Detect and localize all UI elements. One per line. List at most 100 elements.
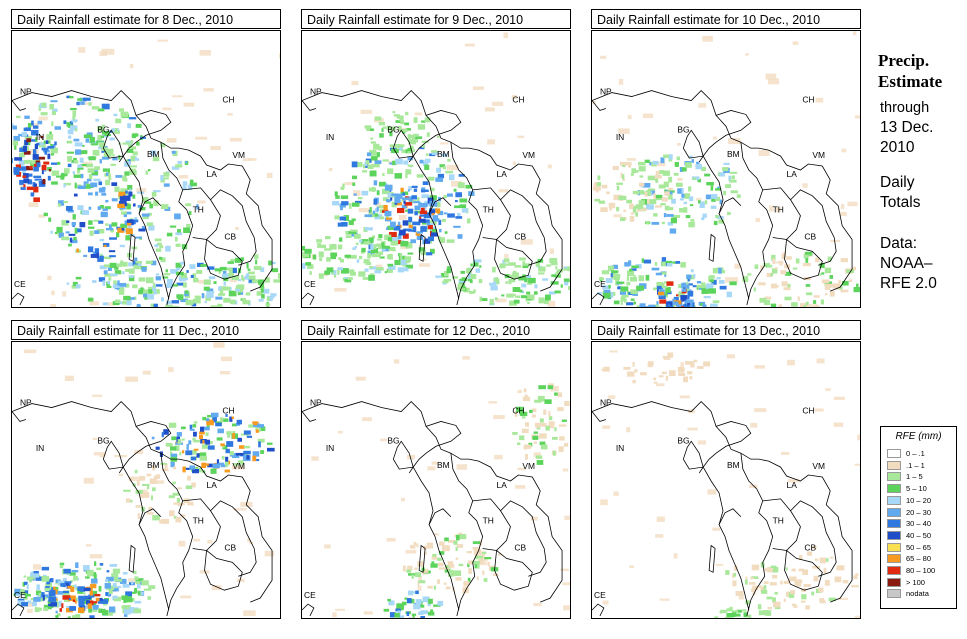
- rain-cell: [554, 290, 561, 294]
- rain-cell: [364, 214, 373, 218]
- rain-cell: [818, 587, 824, 593]
- rain-cell: [90, 569, 94, 575]
- rain-cell: [660, 292, 668, 298]
- rain-cell: [114, 454, 127, 458]
- rain-cell: [307, 264, 314, 269]
- rain-cell: [836, 565, 845, 571]
- rain-cell: [99, 563, 104, 566]
- rain-cell: [379, 256, 385, 259]
- rain-cell: [72, 615, 80, 618]
- rain-cell: [653, 213, 658, 217]
- country-border: [790, 189, 837, 266]
- rain-cell: [381, 247, 386, 251]
- country-border: [715, 426, 853, 603]
- rain-cell: [79, 157, 84, 163]
- rain-cell: [412, 133, 419, 136]
- rain-cell: [89, 301, 99, 306]
- rain-cell: [686, 274, 692, 279]
- rain-cell: [51, 170, 60, 176]
- rain-cell: [382, 172, 385, 177]
- rain-cell: [126, 299, 132, 306]
- rain-cell: [432, 218, 440, 222]
- rain-cell: [651, 267, 660, 271]
- rain-cell: [476, 563, 480, 569]
- rain-cell: [642, 182, 651, 188]
- rain-cell: [247, 271, 255, 275]
- rain-cell: [438, 235, 441, 241]
- rain-cell: [854, 115, 860, 119]
- rain-cell: [170, 461, 175, 468]
- rain-cell: [482, 570, 485, 576]
- rain-cell: [474, 563, 477, 569]
- rain-cell: [758, 610, 766, 616]
- rain-cell: [495, 298, 507, 303]
- rain-cell: [58, 232, 64, 238]
- rain-cell: [600, 55, 607, 59]
- legend-item: 50 – 65: [887, 542, 955, 553]
- rain-cell: [700, 201, 705, 206]
- rain-cell: [700, 282, 706, 285]
- rain-cell: [766, 596, 773, 600]
- country-label-ce: CE: [304, 279, 316, 289]
- rain-cell: [248, 275, 256, 280]
- rain-cell: [704, 173, 711, 177]
- rain-cell: [227, 261, 234, 264]
- rain-cell: [105, 148, 114, 153]
- rain-cell: [458, 280, 466, 283]
- rain-cell: [255, 426, 258, 431]
- rain-cell: [598, 200, 606, 204]
- rain-cell: [125, 268, 131, 272]
- rain-cell: [312, 254, 317, 260]
- rain-cell: [427, 585, 433, 589]
- rain-cell: [182, 466, 186, 473]
- rain-cell: [71, 585, 75, 589]
- rain-cell: [772, 566, 779, 573]
- rain-cell: [455, 557, 459, 560]
- rain-cell: [382, 197, 389, 201]
- country-label-th: TH: [193, 516, 204, 526]
- rain-cell: [178, 540, 186, 547]
- rain-cell: [671, 198, 676, 204]
- rain-cell: [214, 268, 223, 272]
- rain-cell: [492, 573, 499, 576]
- rain-cell: [242, 277, 245, 282]
- rain-cell: [199, 426, 205, 432]
- rain-cell: [824, 267, 832, 274]
- rain-cell: [554, 427, 557, 432]
- rain-cell: [564, 280, 569, 286]
- rain-cell: [376, 152, 380, 158]
- rain-cell: [562, 468, 569, 472]
- rain-cell: [466, 551, 473, 554]
- rain-cell: [347, 277, 353, 280]
- rain-cell: [431, 461, 439, 465]
- country-label-vm: VM: [232, 150, 245, 160]
- rain-cell: [750, 577, 754, 580]
- country-label-in: IN: [616, 132, 624, 142]
- rain-cell: [404, 122, 410, 126]
- legend-item: 80 – 100: [887, 565, 955, 576]
- rain-cell: [24, 136, 33, 139]
- rain-cell: [123, 295, 131, 301]
- rain-cell: [467, 279, 472, 282]
- rain-cell: [803, 304, 807, 307]
- rain-cell: [237, 291, 241, 296]
- rain-cell: [436, 579, 441, 584]
- rain-cell: [50, 162, 58, 165]
- rain-cell: [415, 590, 419, 595]
- rain-cell: [182, 282, 187, 288]
- country-label-in: IN: [326, 132, 334, 142]
- rain-cell: [728, 175, 732, 181]
- rain-cell: [458, 563, 464, 567]
- rain-cell: [328, 167, 333, 172]
- rain-cell: [438, 219, 442, 225]
- rain-cell: [202, 416, 207, 421]
- rain-cell: [311, 456, 319, 461]
- rain-cell: [33, 175, 42, 179]
- rain-cell: [266, 296, 270, 302]
- rain-cell: [522, 396, 531, 402]
- country-label-bg: BG: [97, 124, 109, 134]
- rain-cell: [247, 538, 251, 543]
- rain-cell: [78, 47, 86, 53]
- rain-cell: [203, 286, 210, 291]
- rain-cell: [666, 191, 669, 195]
